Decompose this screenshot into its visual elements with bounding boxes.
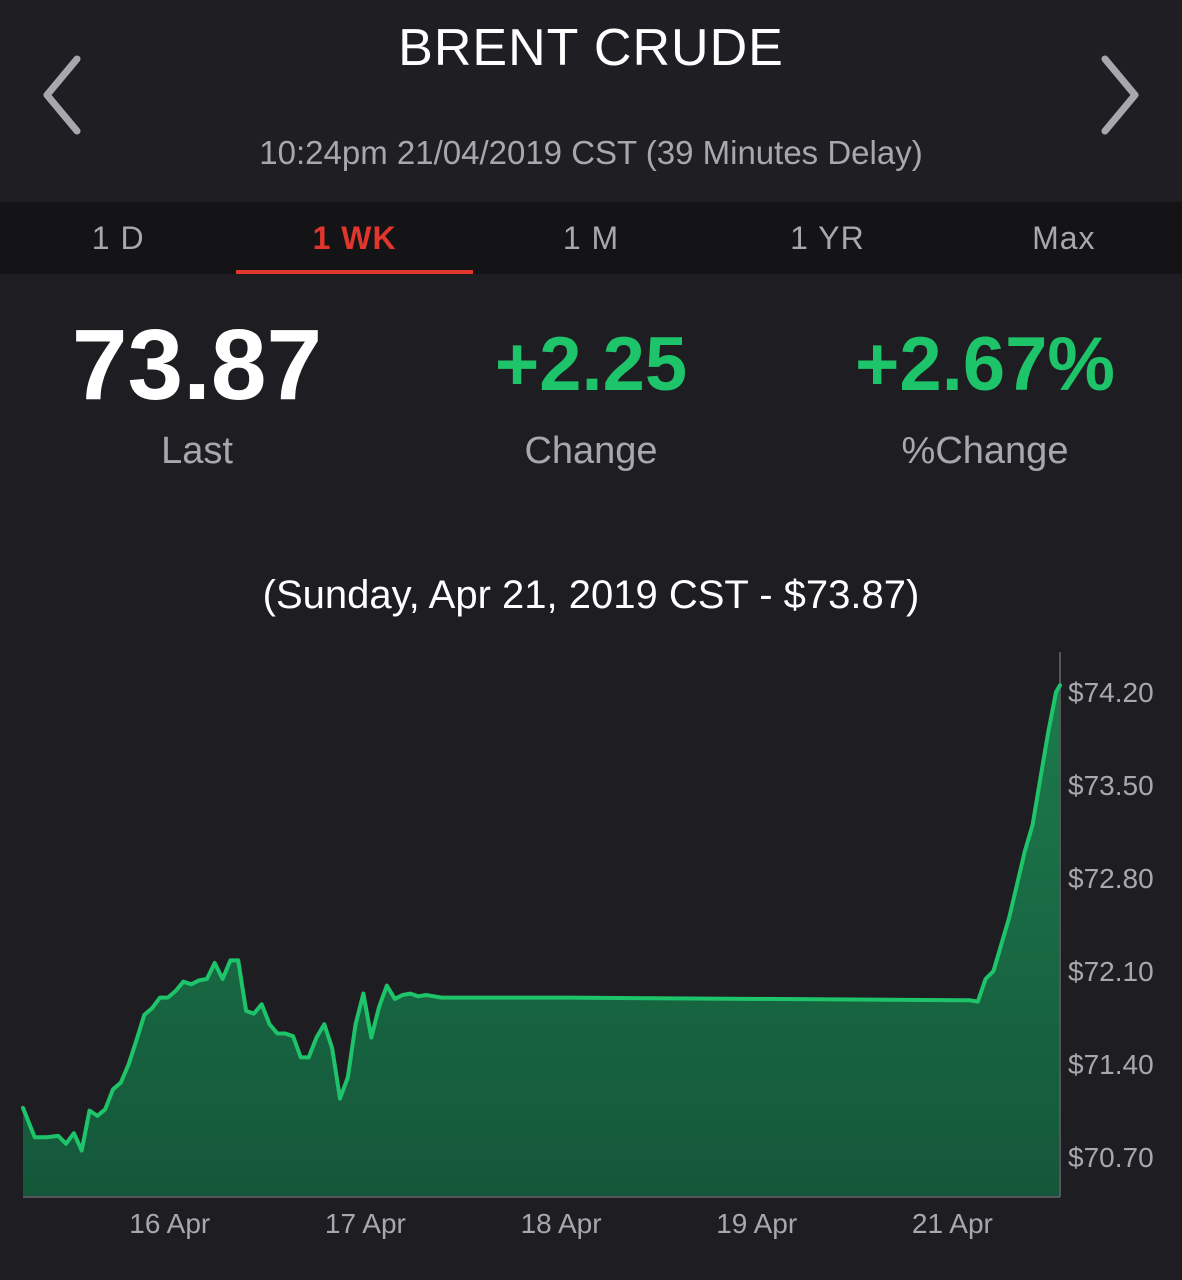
next-instrument-button[interactable] <box>1082 40 1152 150</box>
y-tick-label: $72.10 <box>1068 956 1154 987</box>
tab-1d[interactable]: 1 D <box>91 220 145 256</box>
quote-timestamp: 10:24pm 21/04/2019 CST (39 Minutes Delay… <box>259 134 923 171</box>
x-tick-label: 18 Apr <box>521 1208 602 1239</box>
chevron-left-icon <box>43 55 81 135</box>
x-tick-label: 21 Apr <box>912 1208 993 1239</box>
tab-1yr[interactable]: 1 YR <box>790 220 865 256</box>
header: BRENT CRUDE 10:24pm 21/04/2019 CST (39 M… <box>0 0 1182 200</box>
x-tick-label: 17 Apr <box>325 1208 406 1239</box>
tab-max[interactable]: Max <box>1032 220 1096 256</box>
prev-instrument-button[interactable] <box>30 40 100 150</box>
x-tick-label: 16 Apr <box>129 1208 210 1239</box>
change-label: Change <box>524 430 658 472</box>
y-tick-label: $74.20 <box>1068 677 1154 708</box>
chevron-right-icon <box>1101 55 1139 135</box>
series-line <box>21 683 1062 1153</box>
last-value: 73.87 <box>71 309 323 421</box>
change-value: +2.25 <box>494 322 688 407</box>
stat-change: +2.25 Change <box>394 300 788 473</box>
price-chart[interactable]: $74.20 $73.50 $72.80 $72.10 $71.40 $70.70 16 A… <box>0 640 1182 1250</box>
stat-pct-change: +2.67% %Change <box>788 300 1182 473</box>
x-tick-label: 19 Apr <box>716 1208 797 1239</box>
tab-1m[interactable]: 1 M <box>562 220 620 256</box>
y-tick-label: $71.40 <box>1068 1049 1154 1080</box>
chart-caption: (Sunday, Apr 21, 2019 CST - $73.87) <box>262 573 920 617</box>
last-label: Last <box>161 430 233 472</box>
range-tabs: 1 D 1 WK 1 M 1 YR Max <box>0 202 1182 274</box>
series-area <box>23 685 1060 1197</box>
quote-stats: 73.87 Last +2.25 Change +2.67% %Change <box>0 300 1182 520</box>
y-tick-label: $72.80 <box>1068 863 1154 894</box>
pct-change-value: +2.67% <box>855 322 1115 407</box>
y-tick-label: $73.50 <box>1068 770 1154 801</box>
stat-last: 73.87 Last <box>0 300 394 473</box>
y-tick-label: $70.70 <box>1068 1142 1154 1173</box>
instrument-title: BRENT CRUDE <box>398 19 784 77</box>
pct-change-label: %Change <box>901 430 1069 472</box>
tab-1wk[interactable]: 1 WK <box>236 202 474 274</box>
